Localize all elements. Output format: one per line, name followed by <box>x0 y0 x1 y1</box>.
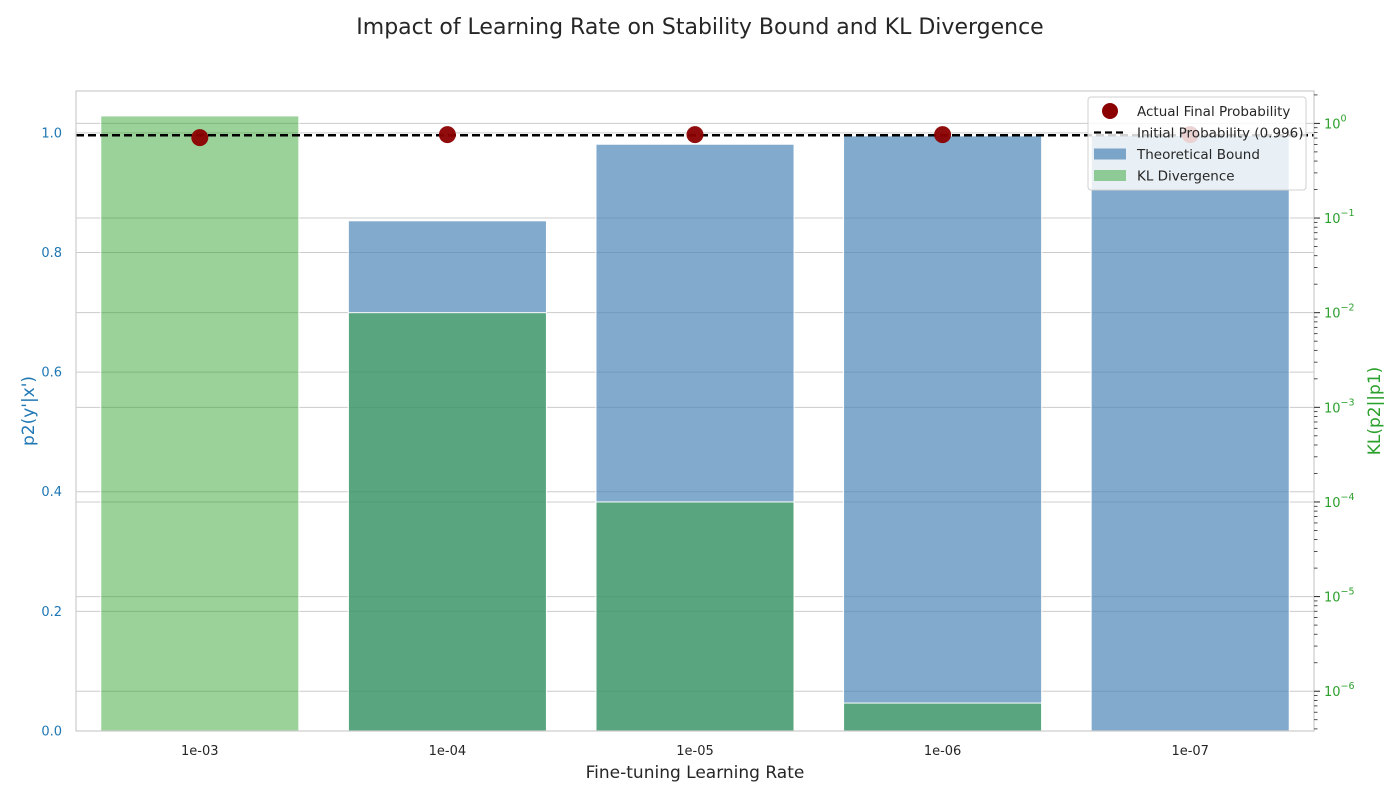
left-y-ticks: 0.0 0.2 0.4 0.6 0.8 1.0 <box>41 126 62 739</box>
axes-frame <box>75 90 1315 732</box>
right-y-tick-label: 10−6 <box>1324 681 1355 700</box>
tick-base: 10 <box>1324 685 1341 700</box>
tick-base: 10 <box>1324 212 1341 227</box>
actual-probability-point <box>686 126 704 144</box>
legend: Actual Final Probability Initial Probabil… <box>1087 96 1307 191</box>
right-y-tick-label: 10−1 <box>1324 208 1355 227</box>
tick-exponent: 0 <box>1341 113 1347 124</box>
tick-exponent: −5 <box>1341 587 1355 598</box>
actual-probability-point <box>438 126 456 144</box>
actual-probability-point <box>934 126 952 144</box>
kl-divergence-bar <box>843 702 1043 732</box>
tick-base: 10 <box>1324 496 1341 511</box>
tick-exponent: −6 <box>1341 681 1355 692</box>
legend-label: KL Divergence <box>1137 169 1235 185</box>
legend-marker-bound <box>1094 148 1126 160</box>
tick-base: 10 <box>1324 307 1341 322</box>
plot-frame <box>75 90 1315 732</box>
y-axis-label-left: p2(y'|x') <box>19 376 39 446</box>
legend-marker-kl <box>1094 170 1126 181</box>
kl-divergence-bar <box>347 312 547 732</box>
kl-divergence-bar <box>595 501 795 732</box>
right-y-tick-label: 10−4 <box>1324 492 1355 511</box>
x-tick-label: 1e-07 <box>1171 744 1209 759</box>
theoretical-bound-bar <box>1090 134 1290 732</box>
x-axis-label: Fine-tuning Learning Rate <box>586 763 805 783</box>
tick-exponent: −1 <box>1341 208 1355 219</box>
legend-label: Theoretical Bound <box>1136 147 1260 163</box>
theoretical-bound-bars <box>347 134 1290 732</box>
kl-divergence-bar <box>100 115 300 732</box>
theoretical-bound-bar <box>843 135 1043 732</box>
x-tick-label: 1e-05 <box>676 744 714 759</box>
x-tick-label: 1e-04 <box>429 744 467 759</box>
left-y-tick-label: 0.8 <box>41 246 62 261</box>
tick-base: 10 <box>1324 117 1341 132</box>
left-y-tick-label: 0.0 <box>41 725 62 740</box>
y-axis-label-right: KL(p2||p1) <box>1365 367 1385 456</box>
left-y-tick-label: 0.4 <box>41 485 62 500</box>
legend-label: Initial Probability (0.996) <box>1137 126 1303 142</box>
actual-probability-point <box>191 129 209 147</box>
right-y-tick-label: 100 <box>1324 113 1347 132</box>
legend-marker-actual <box>1102 103 1118 119</box>
tick-exponent: −4 <box>1341 492 1355 503</box>
right-y-tick-label: 10−2 <box>1324 303 1355 322</box>
tick-exponent: −2 <box>1341 303 1355 314</box>
legend-box <box>1087 96 1307 191</box>
theoretical-bound-bar <box>595 143 795 732</box>
left-y-tick-label: 1.0 <box>41 126 62 141</box>
right-y-tick-label: 10−3 <box>1324 397 1355 416</box>
left-y-tick-label: 0.2 <box>41 605 62 620</box>
x-ticks: 1e-03 1e-04 1e-05 1e-06 1e-07 <box>181 744 1209 759</box>
chart-title: Impact of Learning Rate on Stability Bou… <box>356 15 1043 40</box>
tick-base: 10 <box>1324 401 1341 416</box>
left-y-tick-label: 0.6 <box>41 366 62 381</box>
x-tick-label: 1e-03 <box>181 744 219 759</box>
theoretical-bound-bar <box>347 220 547 732</box>
right-y-tick-label: 10−5 <box>1324 587 1355 606</box>
tick-exponent: −3 <box>1341 397 1355 408</box>
kl-divergence-bars <box>100 115 1043 732</box>
x-tick-label: 1e-06 <box>924 744 962 759</box>
legend-label: Actual Final Probability <box>1137 104 1290 120</box>
tick-base: 10 <box>1324 591 1341 606</box>
